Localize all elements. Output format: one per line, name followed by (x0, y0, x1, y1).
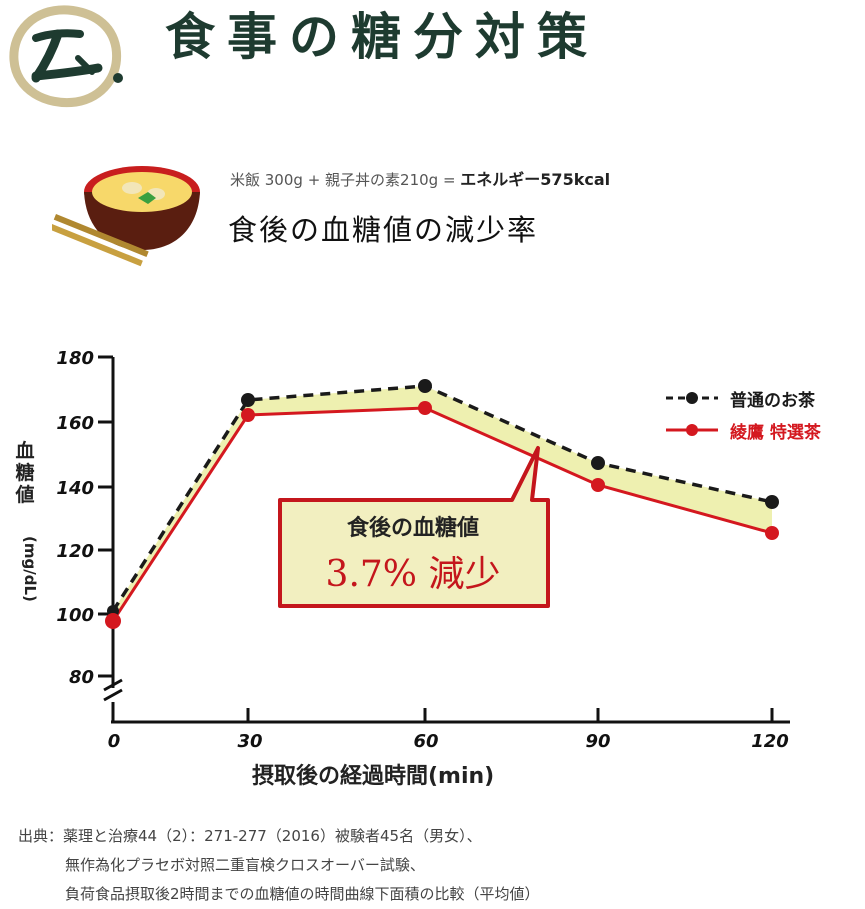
svg-text:100: 100 (56, 605, 94, 626)
solid-line-marker-icon (666, 424, 718, 436)
svg-text:60: 60 (413, 731, 438, 752)
meal-formula: 米飯 300g + 親子丼の素210g = エネルギー575kcal (230, 166, 610, 190)
source-line-3: 負荷食品摂取後2時間までの血糖値の時間曲線下面積の比較（平均値） (65, 885, 540, 903)
callout-value: 3.7% 減少 (325, 554, 501, 595)
y-axis-label: 血糖値 (15, 440, 35, 506)
meal-formula-plain: 米飯 300g + 親子丼の素210g = (230, 171, 461, 189)
brand-logo (9, 5, 123, 108)
oyakodon-bowl-icon (52, 166, 200, 267)
blood-glucose-chart: 180 160 140 120 100 80 0 30 60 90 120 (56, 348, 790, 752)
chart-subtitle: 食後の血糖値の減少率 (228, 213, 539, 247)
svg-text:120: 120 (751, 731, 789, 752)
svg-text:120: 120 (56, 541, 94, 562)
svg-text:140: 140 (56, 478, 94, 499)
legend-item-regular-tea: 普通のお茶 (664, 382, 821, 414)
svg-text:30: 30 (237, 731, 262, 752)
dashed-line-marker-icon (666, 392, 718, 404)
callout-label: 食後の血糖値 (346, 515, 479, 541)
callout-box (278, 446, 550, 608)
svg-text:160: 160 (56, 413, 94, 434)
meal-energy: エネルギー575kcal (460, 170, 611, 189)
svg-text:180: 180 (56, 348, 94, 369)
svg-text:0: 0 (108, 731, 121, 752)
x-axis-label: 摂取後の経過時間(min) (252, 764, 495, 789)
page-title: 食事の糖分対策 (165, 7, 599, 66)
source-citation: 出典：薬理と治療44（2）：271-277（2016）被験者45名（男女）、 無… (18, 822, 540, 909)
source-line-1: 出典：薬理と治療44（2）：271-277（2016）被験者45名（男女）、 (18, 827, 482, 845)
chart-legend: 普通のお茶 綾鷹 特選茶 (664, 382, 821, 446)
legend-item-ayataka: 綾鷹 特選茶 (664, 414, 821, 446)
ayataka-points (105, 401, 779, 629)
svg-text:80: 80 (69, 667, 94, 688)
y-axis-unit: (mg/dL) (21, 536, 39, 602)
svg-text:90: 90 (585, 731, 610, 752)
source-line-2: 無作為化プラセボ対照二重盲検クロスオーバー試験、 (65, 856, 425, 874)
axis-break-icon (103, 678, 123, 702)
